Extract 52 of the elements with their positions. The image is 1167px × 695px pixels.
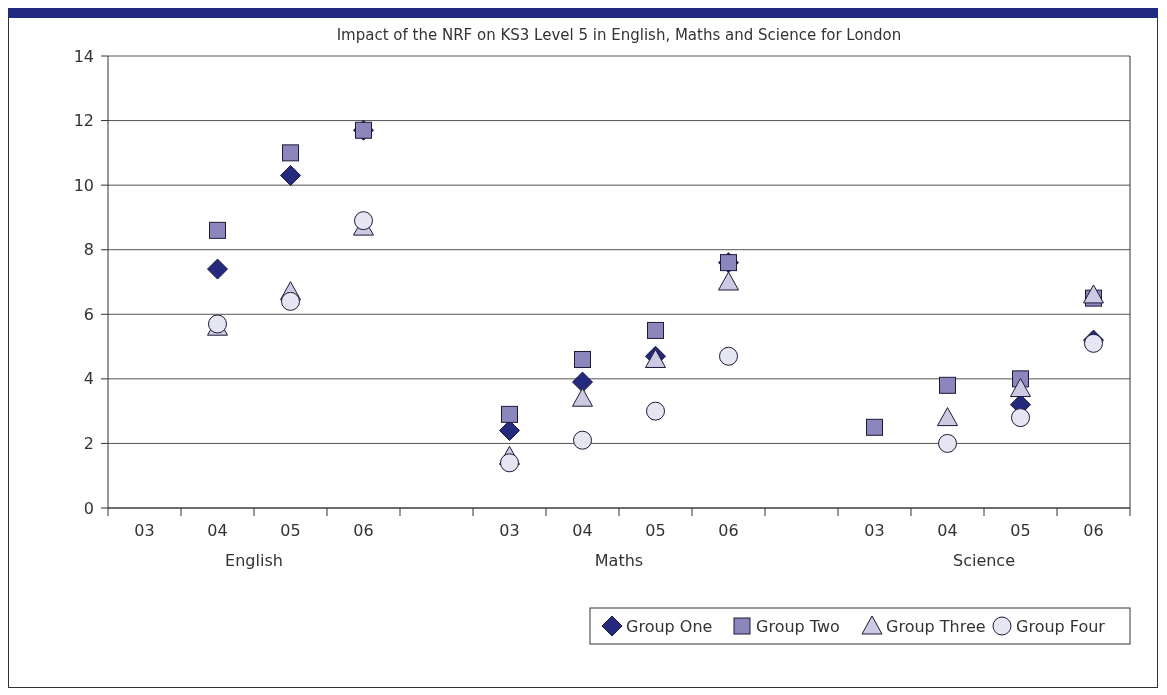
x-tick-label: 03: [499, 521, 520, 540]
x-tick-label: 05: [1010, 521, 1031, 540]
point: [574, 350, 591, 368]
point: [281, 291, 300, 311]
legend-label: Group Three: [886, 616, 986, 636]
point: [499, 420, 520, 442]
point: [573, 430, 592, 450]
point: [1083, 284, 1104, 304]
x-tick-label: 05: [645, 521, 666, 540]
y-tick-label: 10: [73, 175, 94, 195]
y-tick-label: 14: [73, 46, 94, 66]
x-tick-label: 04: [207, 521, 228, 540]
legend-label: Group Two: [756, 616, 840, 636]
point: [207, 258, 228, 280]
point: [647, 321, 664, 339]
y-tick-label: 6: [83, 304, 94, 324]
x-tick-label: 06: [718, 521, 739, 540]
point: [282, 144, 299, 162]
x-tick-label: 03: [864, 521, 885, 540]
text: Science: [952, 551, 1016, 570]
point: [866, 418, 883, 436]
point: [1010, 378, 1031, 398]
point: [280, 164, 301, 186]
y-tick-label: 4: [83, 369, 94, 389]
y-tick-label: 8: [83, 240, 94, 260]
text: Maths: [594, 551, 644, 570]
point: [500, 453, 519, 473]
x-tick-label: 04: [572, 521, 593, 540]
x-tick-label: 06: [1083, 521, 1104, 540]
text: English: [225, 551, 283, 570]
point: [572, 371, 593, 393]
y-tick-label: 12: [73, 111, 94, 131]
point: [646, 401, 665, 421]
point: [719, 346, 738, 366]
point: [501, 405, 518, 423]
point: [718, 271, 739, 291]
point: [937, 407, 958, 427]
chart-title: Impact of the NRF on KS3 Level 5 in English, Maths and Science for London: [336, 26, 902, 44]
point: [1011, 408, 1030, 428]
point: [939, 376, 956, 394]
legend-label: Group One: [626, 616, 713, 636]
x-tick-label: 05: [280, 521, 301, 540]
legend-label: Group Four: [1016, 616, 1106, 636]
x-tick-label: 03: [134, 521, 155, 540]
point: [209, 221, 226, 239]
x-tick-label: 06: [353, 521, 374, 540]
point: [354, 211, 373, 231]
y-tick-label: 2: [83, 434, 94, 454]
point: [938, 433, 957, 453]
point: [572, 387, 593, 407]
x-tick-label: 04: [937, 521, 958, 540]
y-tick-label: 0: [83, 498, 94, 518]
